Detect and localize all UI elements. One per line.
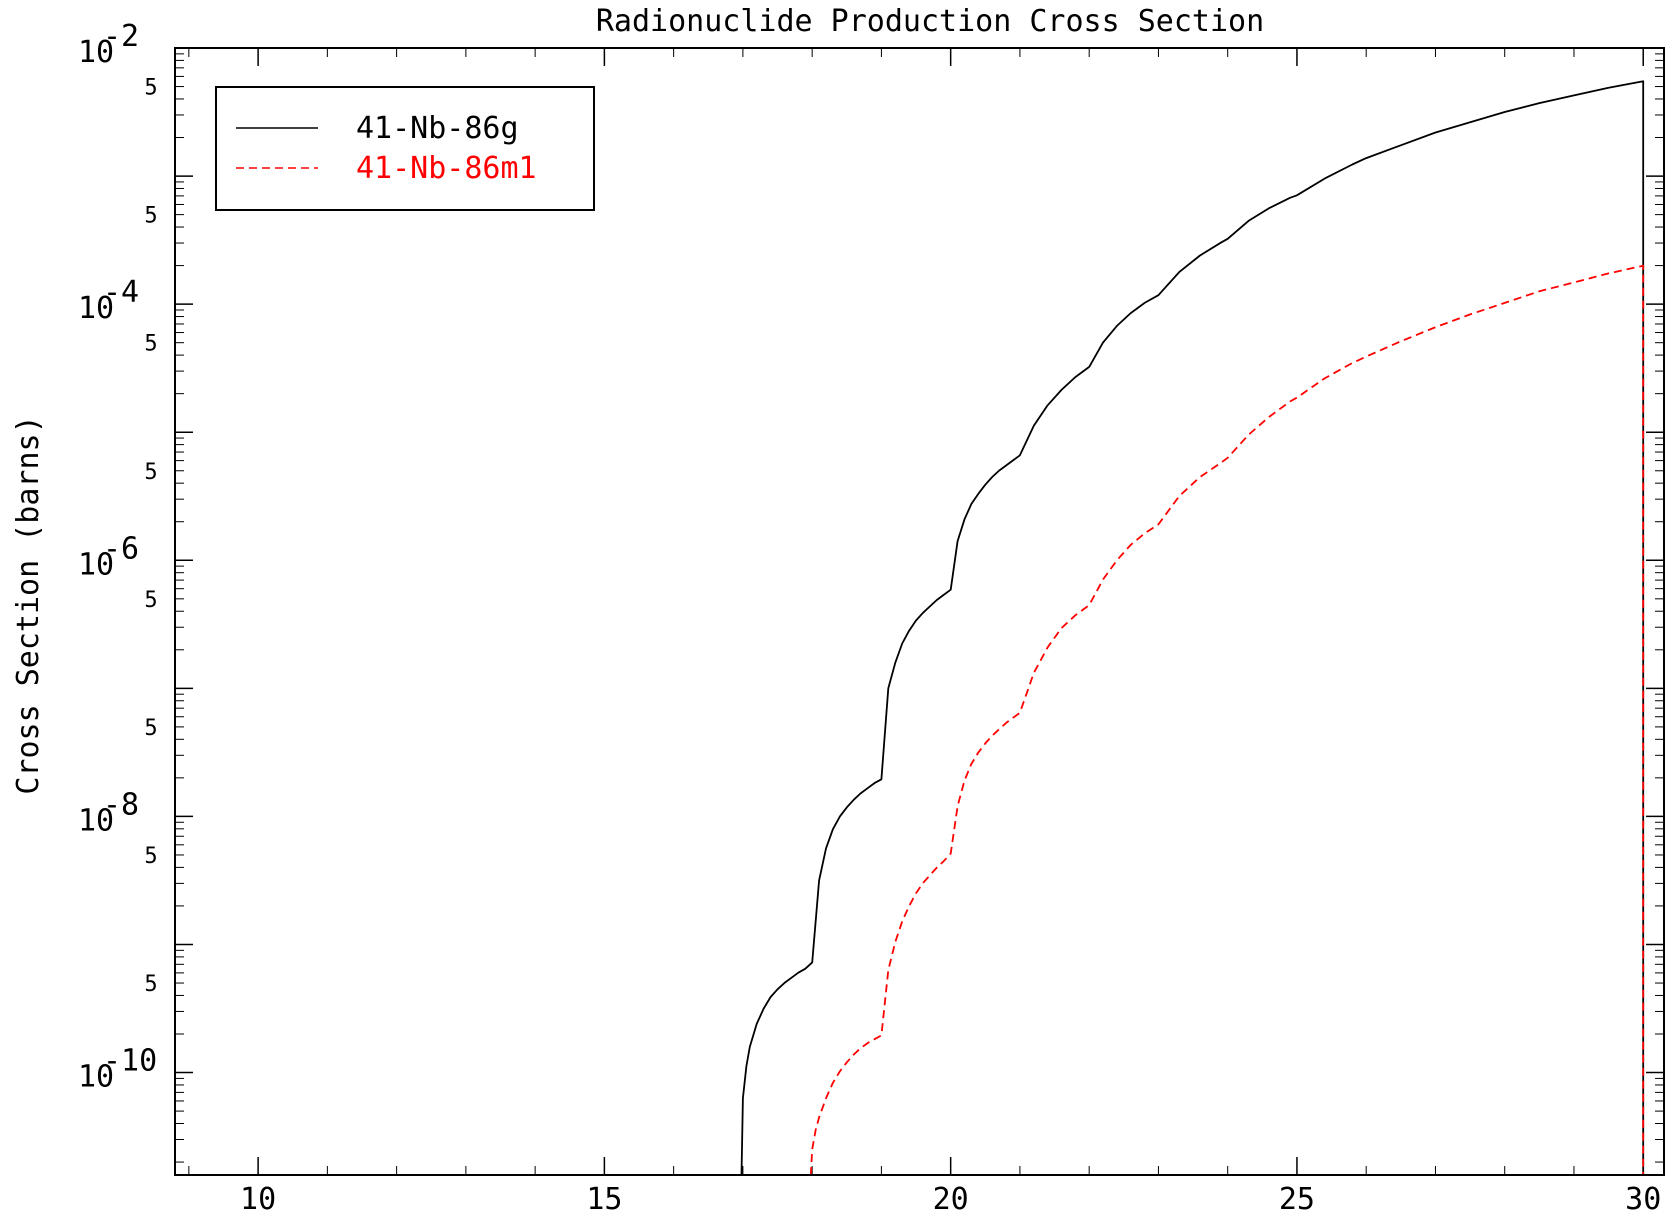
y-tick-exponent: -2 bbox=[103, 19, 139, 54]
series-line-1 bbox=[809, 264, 1645, 1176]
y-tick-exponent: -4 bbox=[103, 275, 139, 310]
y-tick-exponent: -8 bbox=[103, 787, 139, 822]
y-minor-label: 5 bbox=[144, 460, 157, 485]
y-minor-label: 5 bbox=[144, 844, 157, 869]
x-tick-label: 15 bbox=[586, 1182, 622, 1211]
y-tick-label: 10-4 bbox=[78, 275, 139, 326]
x-tick-label: 20 bbox=[933, 1182, 969, 1211]
y-minor-label: 5 bbox=[144, 332, 157, 357]
y-minor-label: 5 bbox=[144, 204, 157, 229]
y-axis-label: Cross Section (barns) bbox=[11, 415, 46, 794]
y-minor-label: 5 bbox=[144, 716, 157, 741]
y-tick-label: 10-10 bbox=[78, 1044, 157, 1095]
y-tick-base: 10 bbox=[78, 291, 114, 326]
y-minor-label: 5 bbox=[144, 76, 157, 101]
x-tick-label: 25 bbox=[1279, 1182, 1315, 1211]
y-tick-label: 10-6 bbox=[78, 531, 139, 582]
y-tick-exponent: -10 bbox=[103, 1044, 157, 1079]
y-minor-label: 5 bbox=[144, 972, 157, 997]
legend-label-nb86m1: 41-Nb-86m1 bbox=[356, 151, 537, 186]
y-minor-label: 5 bbox=[144, 588, 157, 613]
y-tick-exponent: -6 bbox=[103, 531, 139, 566]
legend-box bbox=[215, 86, 595, 211]
y-tick-base: 10 bbox=[78, 547, 114, 582]
y-tick-label: 10-2 bbox=[78, 19, 139, 70]
series-line-0 bbox=[740, 80, 1645, 1176]
chart-title: Radionuclide Production Cross Section bbox=[596, 4, 1264, 39]
plot-frame bbox=[174, 47, 1665, 1176]
x-tick-label: 30 bbox=[1625, 1182, 1661, 1211]
x-tick-label: 10 bbox=[240, 1182, 276, 1211]
y-tick-base: 10 bbox=[78, 1060, 114, 1095]
legend-label-nb86g: 41-Nb-86g bbox=[356, 111, 519, 146]
y-tick-base: 10 bbox=[78, 803, 114, 838]
y-tick-base: 10 bbox=[78, 35, 114, 70]
legend: 41-Nb-86g 41-Nb-86m1 bbox=[215, 86, 595, 211]
y-tick-label: 10-8 bbox=[78, 787, 139, 838]
series-lines bbox=[740, 80, 1645, 1176]
